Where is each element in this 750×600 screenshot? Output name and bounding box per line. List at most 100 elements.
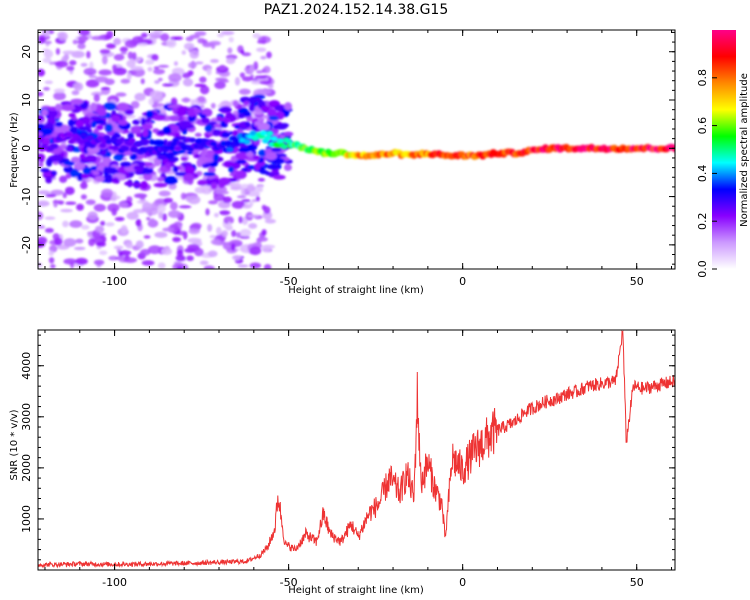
ridge-segment [65,132,73,138]
noise-blob [150,90,163,100]
noise-blob [158,190,171,197]
noise-blob [100,220,106,226]
band-blob [235,152,249,160]
band-blob [283,131,294,137]
noise-blob [257,89,272,95]
ridge-segment [128,138,136,144]
band-blob [186,107,197,117]
noise-blob [182,78,194,87]
noise-blob [178,205,192,209]
noise-blob [172,81,180,86]
band-blob [145,110,154,119]
band-blob [83,145,89,154]
x-tick-label: -50 [280,275,298,288]
y-tick-label: 2000 [20,454,33,482]
noise-blob [154,80,160,84]
band-blob [63,161,75,166]
noise-blob [76,203,84,211]
y-tick-label: 20 [20,45,33,59]
noise-blob [44,216,56,220]
noise-blob [153,66,160,70]
band-blob [141,167,154,175]
chart-title: PAZ1.2024.152.14.38.G15 [264,2,449,18]
band-blob [254,162,261,171]
noise-blob [168,73,182,83]
noise-blob [173,61,178,66]
noise-blob [231,255,242,261]
band-blob [67,119,75,127]
noise-blob [119,46,128,53]
band-blob [116,102,130,112]
ridge-segment [141,139,149,145]
band-blob [140,180,148,190]
noise-blob [50,264,56,269]
noise-blob [55,47,61,55]
noise-blob [87,211,98,220]
noise-blob [120,51,127,55]
noise-blob [101,55,108,65]
noise-blob [240,49,245,55]
noise-blob [172,236,181,243]
band-blob [180,156,188,161]
noise-blob [263,264,272,269]
noise-blob [38,190,51,195]
band-blob [208,178,222,185]
noise-blob [69,60,77,66]
band-blob [59,175,68,184]
noise-blob [230,243,236,251]
band-blob [63,165,73,173]
noise-blob [126,72,132,80]
noise-blob [94,225,105,234]
band-blob [284,102,293,111]
band-blob [200,150,208,157]
noise-blob [101,188,114,198]
band-blob [175,109,187,117]
band-blob [164,175,178,185]
snr-x-label: Height of straight line (km) [288,585,424,596]
band-blob [140,117,146,126]
noise-blob [44,40,52,45]
noise-blob [53,88,66,94]
noise-blob [197,96,206,103]
ridge-segment [260,130,268,136]
band-blob [132,119,141,125]
noise-blob [227,47,233,54]
ridge-segment [180,144,188,151]
band-blob [137,161,145,166]
noise-blob [228,36,234,43]
noise-blob [64,186,75,196]
noise-blob [111,235,117,242]
noise-blob [81,224,90,230]
band-blob [90,115,100,121]
noise-blob [38,236,48,245]
noise-blob [145,59,155,65]
noise-blob [189,34,200,39]
ridge-segment [38,136,44,142]
noise-blob [93,259,105,266]
noise-blob [181,50,187,55]
band-blob [257,122,271,132]
ridge-segment [270,136,278,142]
noise-blob [235,232,241,238]
noise-blob [249,246,262,256]
band-blob [122,150,134,156]
noise-blob [187,195,201,205]
band-blob [265,152,277,161]
noise-blob [261,229,267,236]
noise-blob [200,104,205,109]
x-tick-label: 50 [630,576,644,589]
noise-blob [124,39,138,48]
spectrogram-heatmap [38,30,675,269]
noise-blob [105,43,117,49]
band-blob [182,173,195,182]
noise-blob [180,192,187,200]
band-blob [124,181,133,186]
snr-y-label: SNR (10 * v/v) [9,409,20,480]
band-blob [60,124,69,133]
noise-blob [88,75,97,79]
noise-blob [58,31,68,41]
noise-blob [209,234,217,239]
band-blob [151,139,166,146]
noise-blob [206,67,212,76]
noise-blob [214,81,226,90]
